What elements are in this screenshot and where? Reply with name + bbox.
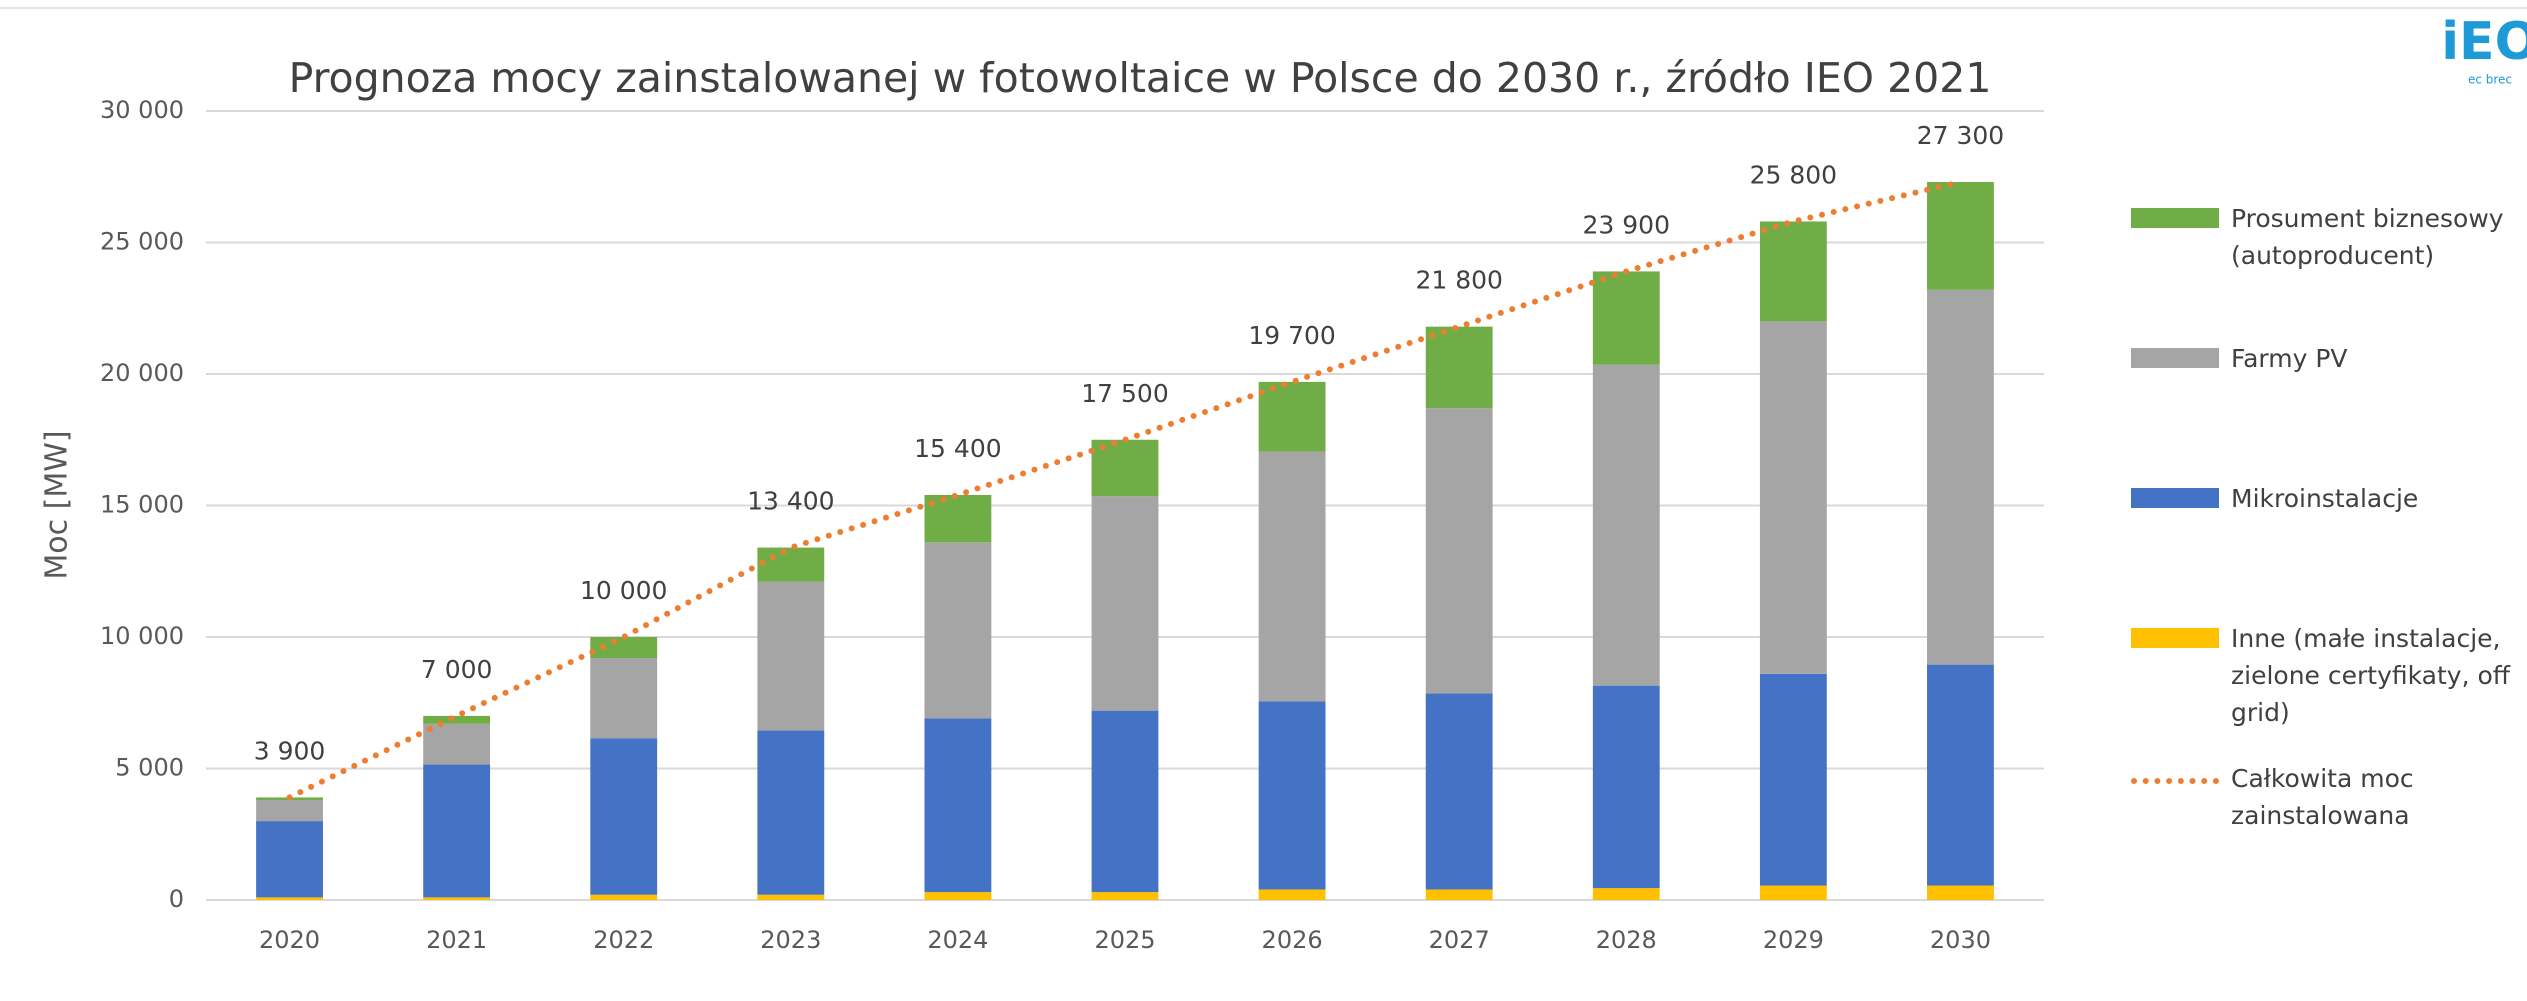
y-tick-label: 30 000 xyxy=(100,96,184,124)
bar-segment xyxy=(1258,451,1326,702)
data-label: 17 500 xyxy=(1081,379,1168,408)
y-tick-label: 25 000 xyxy=(100,228,184,256)
bar-segment xyxy=(1091,892,1159,900)
legend-item: Farmy PV xyxy=(2131,340,2521,377)
data-label: 15 400 xyxy=(914,434,1001,463)
data-label: 3 900 xyxy=(254,736,326,765)
bar-segment xyxy=(757,547,825,582)
legend-swatch xyxy=(2131,628,2219,648)
y-tick-label: 20 000 xyxy=(100,359,184,387)
legend-item: Mikroinstalacje xyxy=(2131,480,2521,517)
y-axis-label: Moc [MW] xyxy=(40,430,75,579)
bar-segment xyxy=(757,730,825,895)
bar-segment xyxy=(1258,381,1326,452)
y-tick-label: 10 000 xyxy=(100,622,184,650)
data-label: 27 300 xyxy=(1917,121,2004,150)
bar-segment xyxy=(1091,496,1159,711)
bar-segment xyxy=(1425,408,1493,694)
data-label: 10 000 xyxy=(580,576,667,605)
total-line xyxy=(286,179,1964,801)
bar-segment xyxy=(1091,710,1159,893)
legend-swatch xyxy=(2131,348,2219,368)
bar-segment xyxy=(1425,326,1493,409)
bar-segment xyxy=(1927,289,1994,665)
x-tick-label: 2023 xyxy=(760,926,821,954)
bar-segment xyxy=(423,897,491,900)
data-label: 13 400 xyxy=(747,487,834,516)
legend-swatch xyxy=(2131,778,2219,784)
legend-swatch xyxy=(2131,208,2219,228)
bar-segment xyxy=(1759,673,1827,886)
bar-segment xyxy=(1759,321,1827,674)
x-tick-label: 2025 xyxy=(1094,926,1155,954)
bar-segment xyxy=(423,723,491,765)
x-tick-label: 2027 xyxy=(1429,926,1490,954)
logo: iEO xyxy=(2441,12,2527,72)
bar-segment xyxy=(423,715,491,724)
bar-segment xyxy=(1927,885,1994,900)
legend-item: Inne (małe instalacje, zielone certyfika… xyxy=(2131,620,2521,731)
x-tick-label: 2020 xyxy=(259,926,320,954)
bar-segment xyxy=(1425,889,1493,900)
x-tick-label: 2021 xyxy=(426,926,487,954)
bar-segment xyxy=(590,658,658,739)
bar-segment xyxy=(1592,888,1660,900)
bar-segment xyxy=(1592,271,1660,365)
bar-segment xyxy=(1425,693,1493,890)
bar-segment xyxy=(924,892,992,900)
x-tick-label: 2028 xyxy=(1596,926,1657,954)
y-tick-label: 0 xyxy=(169,885,184,913)
chart-title: Prognoza mocy zainstalowanej w fotowolta… xyxy=(289,54,1992,102)
y-tick-label: 15 000 xyxy=(100,491,184,519)
legend-label: Inne (małe instalacje, zielone certyfika… xyxy=(2231,624,2510,727)
data-label: 21 800 xyxy=(1415,266,1502,295)
bar-segment xyxy=(1759,885,1827,900)
bar-segment xyxy=(256,800,323,822)
bar-segment xyxy=(423,764,491,898)
bar-segment xyxy=(924,542,992,719)
x-tick-label: 2030 xyxy=(1930,926,1991,954)
bar-segment xyxy=(1258,889,1326,900)
logo-subtext: ec brec xyxy=(2468,73,2512,87)
legend-label: Całkowita moc zainstalowana xyxy=(2231,764,2414,830)
legend-label: Farmy PV xyxy=(2231,344,2348,373)
legend-item: Prosument biznesowy (autoproducent) xyxy=(2131,200,2521,274)
bar-segment xyxy=(1258,701,1326,890)
legend-swatch xyxy=(2131,488,2219,508)
bar-segment xyxy=(590,738,658,895)
x-tick-label: 2024 xyxy=(927,926,988,954)
bar-segment xyxy=(1927,182,1994,290)
bar-segment xyxy=(1759,221,1827,322)
x-tick-label: 2022 xyxy=(593,926,654,954)
data-label: 19 700 xyxy=(1248,321,1335,350)
bar-segment xyxy=(757,581,825,731)
bar-segment xyxy=(256,821,323,898)
legend-label: Prosument biznesowy (autoproducent) xyxy=(2231,204,2504,270)
data-label: 23 900 xyxy=(1583,210,1670,239)
y-tick-label: 5 000 xyxy=(115,754,184,782)
x-tick-label: 2029 xyxy=(1763,926,1824,954)
bar-segment xyxy=(924,718,992,893)
bar-segment xyxy=(924,494,992,543)
data-label: 25 800 xyxy=(1750,160,1837,189)
bar-segment xyxy=(256,897,323,900)
data-label: 7 000 xyxy=(421,655,493,684)
bar-segment xyxy=(1592,364,1660,686)
x-tick-label: 2026 xyxy=(1262,926,1323,954)
bar-segment xyxy=(590,894,658,900)
legend-label: Mikroinstalacje xyxy=(2231,484,2419,513)
bar-segment xyxy=(757,894,825,900)
bar-segment xyxy=(590,637,658,659)
bar-segment xyxy=(1592,685,1660,889)
legend-item: Całkowita moc zainstalowana xyxy=(2131,760,2521,834)
bar-segment xyxy=(1927,664,1994,886)
